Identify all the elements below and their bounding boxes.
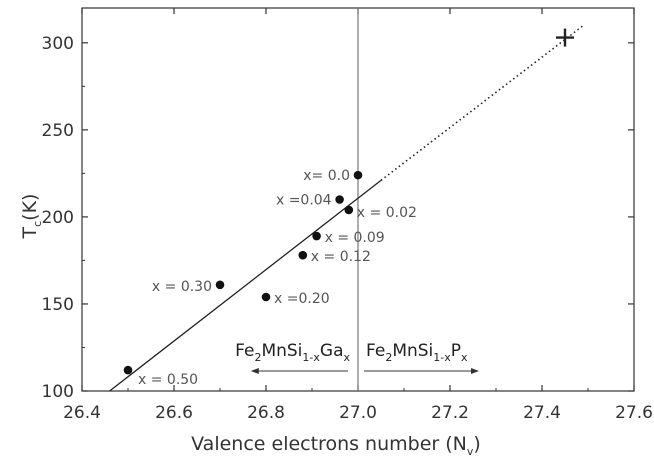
data-label: x =0.04 bbox=[276, 193, 332, 209]
data-point bbox=[312, 231, 321, 241]
extrapolation-line bbox=[380, 24, 584, 181]
arrow-left-head bbox=[250, 368, 259, 374]
y-tick-label: 150 bbox=[42, 295, 74, 315]
data-label: x = 0.12 bbox=[311, 249, 371, 265]
x-tick-label: 27.6 bbox=[615, 403, 653, 423]
arrow-right-head bbox=[471, 368, 479, 374]
data-point bbox=[353, 170, 363, 180]
x-tick-label: 27.4 bbox=[523, 403, 561, 423]
region-label-p: Fe2MnSi1-xPx bbox=[366, 341, 468, 364]
data-point bbox=[298, 250, 308, 260]
data-point bbox=[123, 365, 133, 375]
data-point bbox=[344, 205, 354, 215]
data-label: x = 0.09 bbox=[325, 230, 385, 246]
x-tick-label: 27.2 bbox=[431, 403, 469, 423]
fit-line bbox=[109, 179, 382, 392]
plot-layer: 26.4 26.6 26.8 27.0 27.2 27.4 27.6 100 150 200 250… bbox=[42, 7, 653, 423]
y-tick-label: 200 bbox=[42, 208, 74, 228]
y-tick-label: 300 bbox=[42, 34, 74, 54]
data-label: x =0.20 bbox=[274, 291, 330, 307]
data-point bbox=[335, 195, 344, 204]
x-tick-label: 27.0 bbox=[339, 403, 377, 423]
x-tick-label: 26.4 bbox=[63, 403, 101, 423]
data-point bbox=[261, 292, 271, 302]
x-axis-label: Valence electrons number (Nv) bbox=[191, 433, 481, 458]
region-label-ga: Fe2MnSi1-xGax bbox=[235, 341, 350, 364]
data-label: x = 0.02 bbox=[357, 205, 417, 221]
x-tick-label: 26.8 bbox=[247, 403, 285, 423]
y-tick-label: 250 bbox=[42, 121, 74, 141]
data-label: x = 0.50 bbox=[138, 372, 198, 388]
y-tick-label: 100 bbox=[42, 382, 74, 402]
data-point bbox=[215, 280, 225, 290]
data-label: x = 0.30 bbox=[152, 279, 212, 295]
x-tick-label: 26.6 bbox=[155, 403, 193, 423]
data-label: x= 0.0 bbox=[303, 168, 350, 184]
y-axis-label: Tc(K) bbox=[19, 194, 44, 240]
